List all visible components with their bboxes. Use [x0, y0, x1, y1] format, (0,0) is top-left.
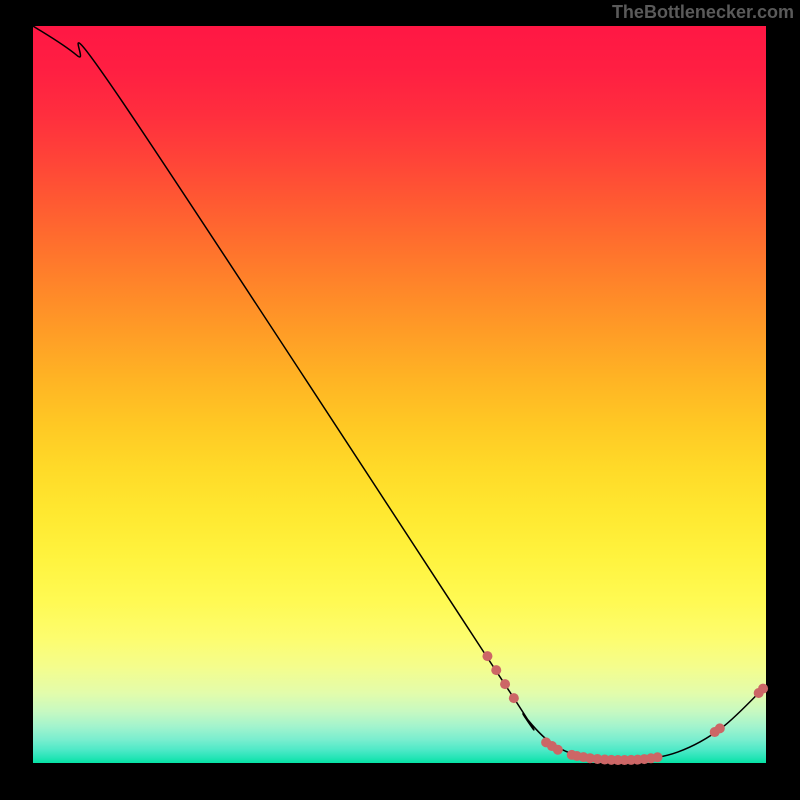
data-point: [491, 665, 501, 675]
data-point: [715, 723, 725, 733]
watermark-text: TheBottlenecker.com: [612, 2, 794, 23]
plot-background: [33, 26, 766, 763]
data-point: [758, 684, 768, 694]
bottleneck-chart: [0, 0, 800, 800]
data-point: [653, 752, 663, 762]
chart-container: TheBottlenecker.com: [0, 0, 800, 800]
data-point: [553, 745, 563, 755]
data-point: [482, 651, 492, 661]
data-point: [500, 679, 510, 689]
data-point: [509, 693, 519, 703]
